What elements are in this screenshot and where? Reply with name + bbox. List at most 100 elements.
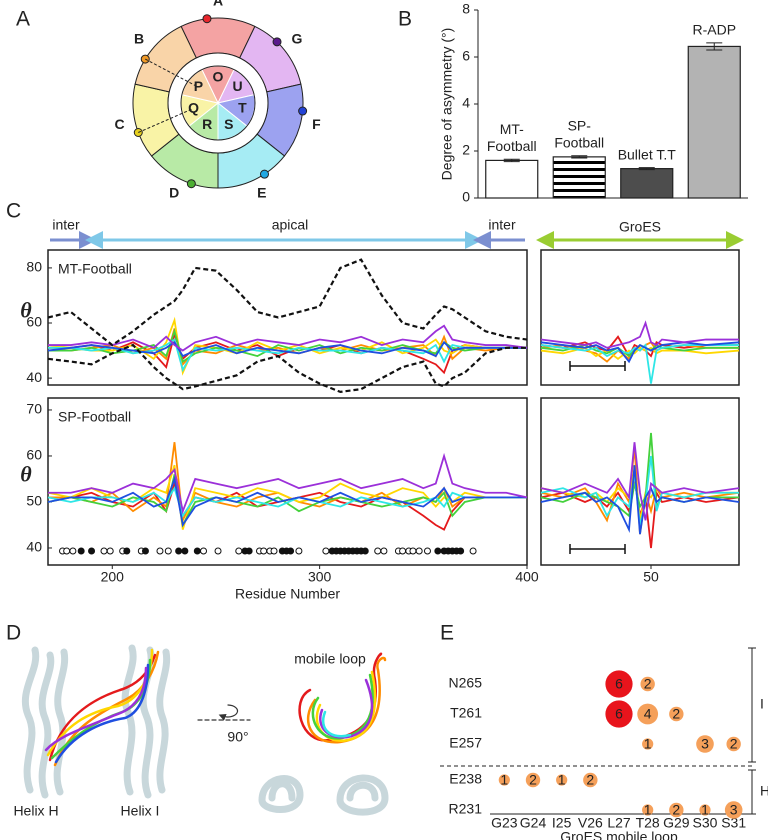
category-label: Football — [487, 138, 537, 154]
y-tick-label: E238 — [449, 771, 482, 787]
residue-marker — [423, 547, 431, 555]
series-line — [540, 432, 739, 518]
structure-image — [21, 644, 389, 816]
y-axis-label: Degree of asymmetry (°) — [439, 28, 455, 181]
x-tick-label: V26 — [578, 815, 603, 831]
residue-marker — [457, 547, 465, 555]
series-line — [47, 464, 527, 530]
residue-marker — [141, 547, 149, 555]
bubble-label: 3 — [701, 736, 709, 752]
ring-label: C — [114, 116, 124, 132]
inner-label: Q — [188, 99, 199, 115]
x-tick-label: G29 — [663, 815, 690, 831]
panel-label: C — [6, 200, 21, 223]
residue-marker — [175, 547, 183, 555]
ring-label: G — [292, 31, 303, 47]
bubble — [498, 774, 510, 786]
residue-marker — [415, 547, 423, 555]
category-label: Bullet T.T — [618, 146, 677, 162]
x-tick-label: 50 — [643, 569, 659, 585]
y-tick-label: 8 — [462, 1, 470, 17]
ring-label: F — [312, 116, 321, 132]
ring-dot — [272, 37, 282, 47]
category-label: SP- — [568, 117, 592, 133]
y-tick-label: 70 — [26, 401, 42, 417]
residue-marker — [123, 547, 131, 555]
region-label: inter — [52, 217, 80, 233]
bar — [552, 156, 606, 199]
residue-marker — [181, 547, 189, 555]
range-line — [47, 343, 527, 394]
series-line — [540, 341, 740, 364]
inner-label: U — [232, 78, 242, 94]
inner-label: T — [238, 99, 247, 115]
ring-label: D — [169, 185, 179, 201]
series-line — [540, 343, 739, 384]
bar — [687, 45, 741, 199]
residue-marker — [270, 547, 278, 555]
bubble — [640, 676, 655, 692]
residue-marker — [235, 547, 243, 555]
residue-marker — [69, 547, 77, 555]
x-tick-label: S30 — [693, 815, 718, 831]
category-label: R-ADP — [692, 22, 736, 38]
residue-marker — [287, 547, 295, 555]
residue-marker — [156, 547, 164, 555]
series-line — [47, 485, 527, 518]
annotation: mobile loop — [294, 651, 366, 667]
x-tick-label: G23 — [491, 815, 518, 831]
residue-marker — [322, 547, 330, 555]
panel-label: E — [440, 622, 454, 645]
series-line — [48, 324, 528, 352]
inner-label: P — [194, 78, 203, 94]
annotation: Helix I — [121, 803, 160, 819]
y-axis-label: θ — [20, 462, 32, 487]
bubble-label: 1 — [644, 736, 652, 752]
annotation: Helix H — [13, 803, 58, 819]
residue-marker — [193, 547, 201, 555]
group-label: H — [760, 783, 768, 799]
y-tick-label: R231 — [449, 801, 483, 817]
residue-marker — [374, 547, 382, 555]
y-tick-label: 0 — [462, 189, 470, 205]
bubble-label: 2 — [586, 772, 594, 788]
residue-marker — [469, 547, 477, 555]
residue-marker — [214, 547, 222, 555]
inner-outline — [180, 65, 256, 141]
bubble-label: 6 — [615, 706, 623, 722]
inner-label: R — [202, 116, 212, 132]
ring-label: E — [257, 185, 266, 201]
y-tick-label: T261 — [450, 705, 482, 721]
scale-bar — [569, 361, 626, 554]
residue-marker — [434, 547, 442, 555]
series-line — [48, 480, 527, 531]
bubble — [669, 802, 684, 818]
region-label: inter — [488, 217, 516, 233]
region-label: GroES — [619, 219, 661, 235]
bubble-label: 2 — [730, 736, 738, 752]
plot-frame — [540, 397, 740, 566]
bubble-label: 1 — [644, 802, 652, 818]
plot-frame — [47, 397, 528, 566]
residue-marker — [106, 547, 114, 555]
residue-marker — [245, 547, 253, 555]
residue-marker — [88, 547, 96, 555]
bar — [620, 168, 674, 199]
x-tick-label: G24 — [520, 815, 547, 831]
ring-dot — [298, 106, 308, 116]
chart-title: MT-Football — [58, 261, 132, 277]
residue-marker — [380, 547, 388, 555]
ring-dot — [202, 14, 212, 24]
ring-dot — [259, 169, 269, 179]
x-axis-label: Residue Number — [235, 586, 340, 602]
ring-label: B — [134, 31, 144, 47]
bubble — [642, 804, 654, 816]
bubble — [605, 670, 633, 698]
plot-frame — [540, 249, 740, 386]
annotation: 90° — [227, 729, 248, 745]
bubble-label: 1 — [558, 772, 566, 788]
x-tick-label: 400 — [515, 569, 539, 585]
x-tick-label: 300 — [308, 569, 332, 585]
region-label: apical — [272, 217, 309, 233]
